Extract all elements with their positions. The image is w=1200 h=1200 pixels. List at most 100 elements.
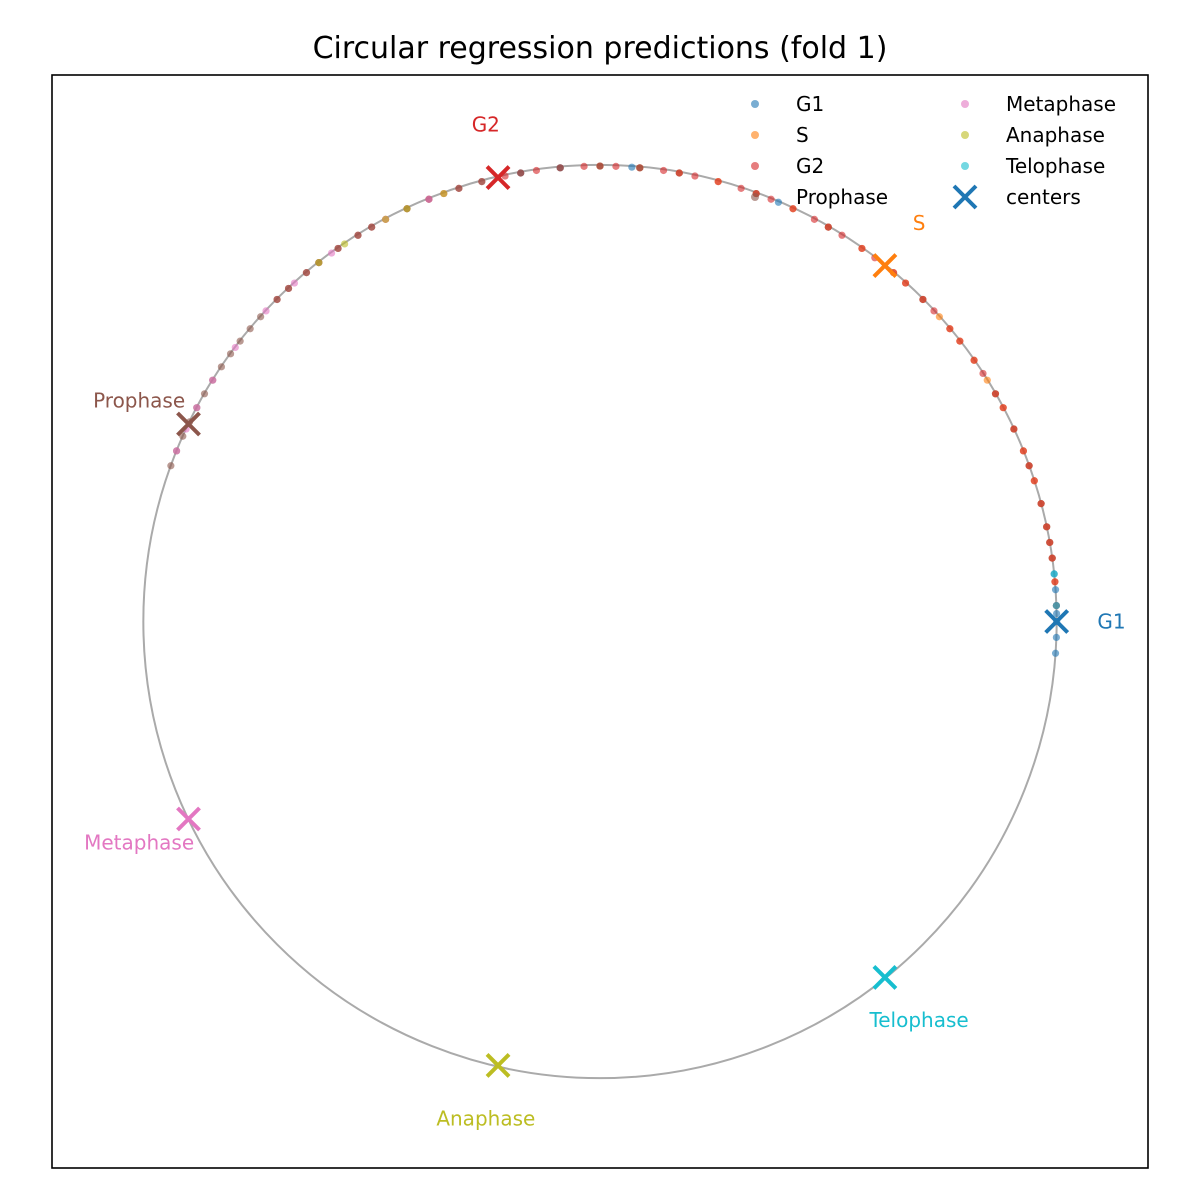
center-marker-g1 bbox=[1044, 609, 1070, 634]
center-prophase: Prophase bbox=[93, 388, 201, 437]
legend-label-metaphase: Metaphase bbox=[1006, 92, 1116, 116]
point-g2-25 bbox=[789, 205, 797, 213]
center-metaphase: Metaphase bbox=[84, 806, 201, 855]
series-g2 bbox=[273, 162, 1060, 610]
prediction-points bbox=[167, 162, 1061, 657]
legend-label-anaphase: Anaphase bbox=[1006, 123, 1105, 147]
point-g2-10 bbox=[999, 404, 1007, 412]
point-prophase-5 bbox=[455, 184, 463, 192]
center-g1: G1 bbox=[1044, 609, 1126, 634]
point-g2-24 bbox=[810, 215, 818, 223]
center-label-g2: G2 bbox=[472, 112, 500, 136]
point-prophase-2 bbox=[556, 164, 564, 172]
center-label-s: S bbox=[913, 211, 926, 235]
point-g2-11 bbox=[991, 390, 1000, 398]
reference-circle bbox=[142, 163, 1058, 1080]
point-prophase-3 bbox=[517, 169, 525, 177]
point-g2-12 bbox=[979, 369, 987, 378]
point-g2-16 bbox=[930, 307, 938, 315]
center-marker-metaphase bbox=[176, 806, 201, 832]
legend-label-s: S bbox=[796, 123, 809, 147]
point-g2-31 bbox=[675, 169, 683, 177]
point-prophase-16 bbox=[246, 325, 254, 333]
point-prophase-10 bbox=[334, 244, 342, 253]
point-metaphase-6 bbox=[209, 376, 217, 384]
point-g2-34 bbox=[612, 162, 620, 170]
point-prophase-0 bbox=[636, 164, 644, 172]
point-anaphase-2 bbox=[382, 215, 390, 223]
legend-label-telophase: Telophase bbox=[1005, 154, 1105, 178]
legend-label-g2: G2 bbox=[796, 154, 824, 178]
point-prophase-18 bbox=[226, 350, 235, 358]
legend-marker-g2 bbox=[751, 162, 759, 170]
point-g2-7 bbox=[1025, 462, 1033, 470]
point-g2-21 bbox=[858, 244, 866, 253]
point-g2-23 bbox=[824, 223, 832, 231]
center-marker-s bbox=[872, 253, 898, 278]
point-prophase-21 bbox=[200, 390, 209, 398]
point-prophase-4 bbox=[478, 178, 486, 186]
legend-marker-anaphase bbox=[961, 131, 969, 139]
point-prophase-19 bbox=[217, 363, 226, 371]
center-anaphase: Anaphase bbox=[436, 1053, 535, 1131]
point-g2-13 bbox=[970, 356, 978, 364]
series-metaphase bbox=[172, 195, 433, 455]
point-metaphase-0 bbox=[425, 195, 433, 203]
point-g2-22 bbox=[838, 231, 846, 239]
point-prophase-17 bbox=[236, 337, 244, 345]
point-anaphase-3 bbox=[341, 240, 349, 248]
center-s: S bbox=[872, 211, 926, 278]
legend-marker-centers bbox=[952, 184, 978, 210]
legend-entry-telophase: Telophase bbox=[961, 154, 1105, 178]
center-label-metaphase: Metaphase bbox=[84, 831, 194, 855]
legend-marker-s bbox=[751, 131, 759, 139]
point-anaphase-4 bbox=[315, 259, 323, 267]
point-prophase-24 bbox=[179, 432, 187, 440]
center-label-anaphase: Anaphase bbox=[436, 1107, 535, 1131]
center-telophase: Telophase bbox=[868, 965, 969, 1032]
point-s-11 bbox=[983, 376, 991, 384]
point-prophase-8 bbox=[368, 223, 376, 231]
series-anaphase bbox=[315, 189, 448, 267]
point-anaphase-0 bbox=[440, 189, 448, 198]
legend-entry-g1: G1 bbox=[751, 92, 824, 116]
point-g1-1 bbox=[1052, 633, 1060, 641]
point-metaphase-3 bbox=[290, 279, 299, 287]
point-g2-9 bbox=[1010, 425, 1018, 433]
center-label-prophase: Prophase bbox=[93, 388, 185, 412]
point-prophase-12 bbox=[302, 269, 311, 277]
point-g2-38 bbox=[532, 166, 541, 175]
point-metaphase-4 bbox=[262, 307, 270, 315]
point-g2-36 bbox=[580, 162, 588, 170]
point-g1-16 bbox=[774, 198, 783, 206]
center-marker-prophase bbox=[176, 411, 201, 437]
series-g1 bbox=[517, 163, 1061, 657]
center-marker-telophase bbox=[872, 965, 898, 990]
point-g2-29 bbox=[714, 178, 722, 186]
legend-entry-metaphase: Metaphase bbox=[961, 92, 1116, 116]
point-g2-14 bbox=[956, 337, 964, 345]
point-g2-15 bbox=[946, 325, 954, 333]
point-g2-26 bbox=[767, 195, 775, 203]
point-g1-5 bbox=[1051, 586, 1060, 594]
legend-entry-anaphase: Anaphase bbox=[961, 123, 1105, 147]
legend-label-prophase: Prophase bbox=[796, 185, 888, 209]
point-g1-2 bbox=[1051, 649, 1060, 657]
center-marker-anaphase bbox=[485, 1053, 511, 1078]
point-g2-17 bbox=[919, 295, 927, 304]
point-metaphase-2 bbox=[327, 249, 336, 257]
legend-entry-centers: centers bbox=[952, 184, 1081, 210]
legend-marker-g1 bbox=[751, 100, 759, 108]
point-g1-3 bbox=[1052, 609, 1061, 618]
point-g2-1 bbox=[1051, 578, 1059, 586]
series-telophase bbox=[1050, 570, 1060, 610]
point-anaphase-1 bbox=[403, 205, 411, 213]
point-g2-6 bbox=[1030, 477, 1038, 485]
point-metaphase-9 bbox=[172, 447, 181, 455]
chart-title: Circular regression predictions (fold 1) bbox=[313, 31, 888, 66]
point-telophase-0 bbox=[1052, 602, 1060, 610]
legend-entry-g2: G2 bbox=[751, 154, 824, 178]
point-s-15 bbox=[935, 313, 943, 321]
point-metaphase-5 bbox=[231, 343, 239, 352]
